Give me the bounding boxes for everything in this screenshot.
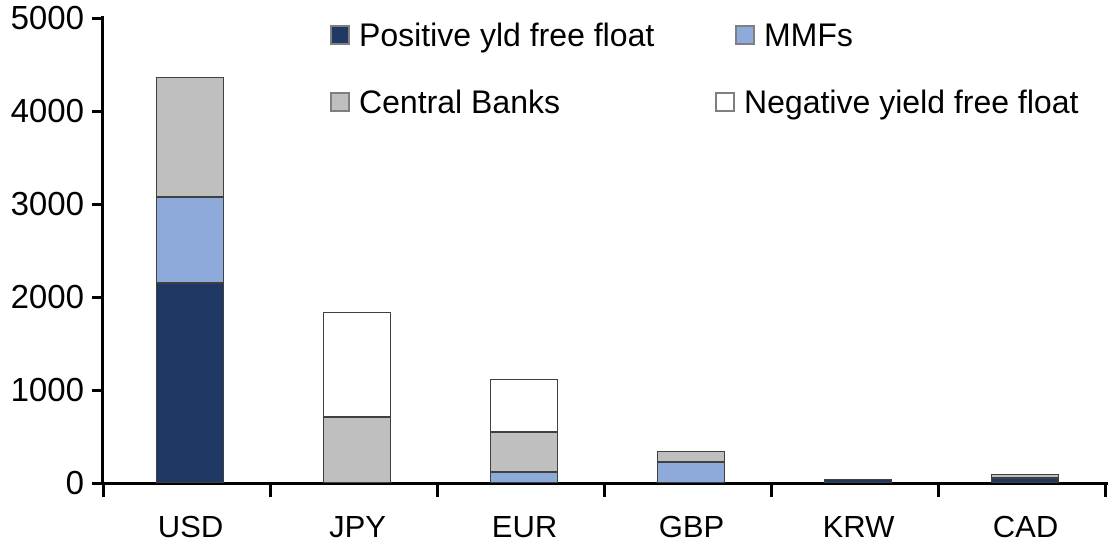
x-axis-line <box>100 481 1108 485</box>
x-axis-category-label: EUR <box>491 509 558 544</box>
x-axis-tick <box>101 484 105 497</box>
x-axis-tick <box>936 484 940 497</box>
y-axis-tick-label: 1000 <box>10 371 84 408</box>
y-axis-tick-label: 2000 <box>10 278 84 315</box>
y-axis-tick <box>92 202 103 206</box>
y-axis-tick <box>92 388 103 392</box>
legend-label-positive-yld-free-float: Positive yld free float <box>359 17 655 53</box>
x-axis-category-label: USD <box>157 509 224 544</box>
bar-segment-eur-negative-yield-free-float <box>490 378 558 432</box>
y-axis-tick <box>92 295 103 299</box>
legend-item-central-banks: Central Banks <box>330 82 560 122</box>
legend-item-negative-yield-free-float: Negative yield free float <box>715 82 1078 122</box>
y-axis-tick <box>92 109 103 113</box>
bar-segment-cad-central-banks <box>991 474 1059 478</box>
bar-segment-usd-positive-yld-free-float <box>156 283 224 483</box>
y-axis-line <box>101 16 104 484</box>
bar-segment-gbp-central-banks <box>657 450 725 463</box>
x-axis-tick <box>435 484 439 497</box>
bar-segment-usd-central-banks <box>156 77 224 198</box>
legend-label-central-banks: Central Banks <box>359 84 560 120</box>
y-axis-tick-label: 3000 <box>10 185 84 222</box>
y-axis-tick-label: 0 <box>65 464 84 501</box>
x-axis-category-label: CAD <box>992 509 1059 544</box>
legend-label-negative-yield-free-float: Negative yield free float <box>744 84 1079 120</box>
x-axis-tick <box>769 484 773 497</box>
bar-segment-usd-mmfs <box>156 197 224 284</box>
bar-segment-eur-central-banks <box>490 431 558 473</box>
bar-segment-gbp-mmfs <box>657 462 725 483</box>
legend-label-mmfs: MMFs <box>764 17 853 53</box>
y-axis-tick <box>92 481 103 485</box>
legend-swatch-positive-yld-free-float <box>330 25 350 45</box>
bar-segment-jpy-negative-yield-free-float <box>323 311 391 417</box>
y-axis-tick <box>92 16 103 20</box>
x-axis-category-label: JPY <box>329 509 386 544</box>
x-axis-tick <box>602 484 606 497</box>
bar-segment-cad-positive-yld-free-float <box>991 477 1059 483</box>
legend-swatch-mmfs <box>735 25 755 45</box>
bar-segment-jpy-central-banks <box>323 416 391 483</box>
x-axis-category-label: GBP <box>658 509 725 544</box>
bar-segment-eur-mmfs <box>490 472 558 483</box>
bar-segment-krw-positive-yld-free-float <box>824 478 892 483</box>
legend-swatch-negative-yield-free-float <box>715 92 735 112</box>
x-axis-category-label: KRW <box>822 509 895 544</box>
legend-item-mmfs: MMFs <box>735 15 853 55</box>
x-axis-tick <box>1103 484 1107 497</box>
y-axis-tick-label: 4000 <box>10 92 84 129</box>
x-axis-tick <box>268 484 272 497</box>
legend-swatch-central-banks <box>330 92 350 112</box>
legend-item-positive-yld-free-float: Positive yld free float <box>330 15 654 55</box>
y-axis-tick-label: 5000 <box>10 0 84 36</box>
